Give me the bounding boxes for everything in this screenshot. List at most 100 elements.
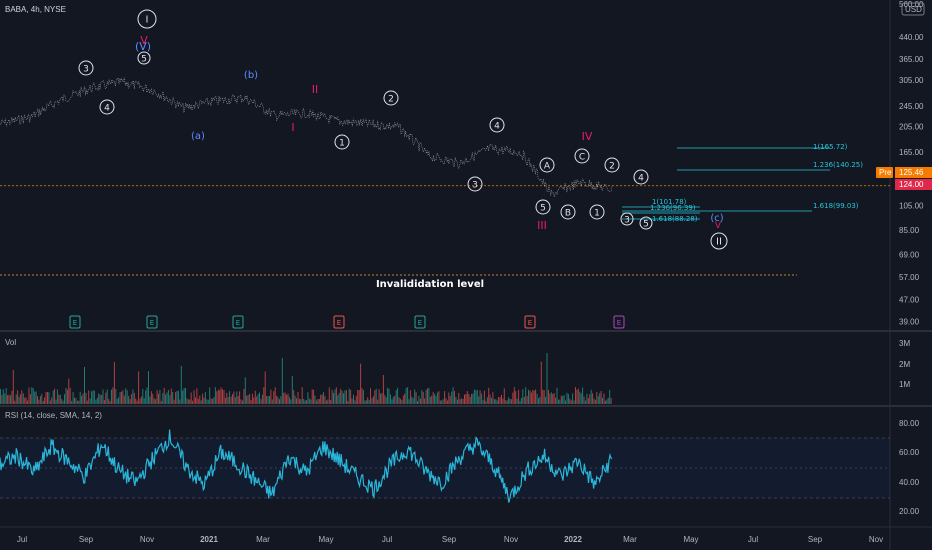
volume-bar: [502, 398, 504, 404]
volume-bar: [513, 387, 515, 404]
volume-bar: [192, 400, 194, 404]
rsi-tick-label: 80.00: [899, 419, 920, 428]
volume-bar: [536, 393, 538, 404]
wave-circle: [589, 204, 605, 220]
price-tick-label: 39.00: [899, 318, 920, 327]
volume-bar: [516, 398, 518, 404]
volume-bar: [523, 397, 525, 404]
volume-bar: [32, 388, 34, 404]
volume-bar: [409, 390, 411, 404]
volume-bar: [602, 397, 603, 404]
volume-bar: [529, 390, 531, 404]
volume-bar: [350, 389, 352, 404]
volume-bar: [466, 391, 468, 404]
volume-bar: [498, 397, 500, 404]
volume-bar: [307, 392, 309, 404]
rsi-series: [0, 429, 613, 503]
volume-bar: [367, 397, 369, 404]
volume-bar: [358, 390, 360, 404]
volume-bar: [186, 398, 188, 404]
volume-bar: [515, 391, 517, 404]
blue-wave-label: (V): [135, 40, 151, 53]
time-tick-label: May: [318, 535, 333, 544]
volume-bar: [96, 397, 98, 404]
volume-bar: [348, 388, 350, 404]
volume-bar: [522, 389, 524, 404]
volume-bar: [15, 394, 17, 404]
volume-bar: [520, 398, 522, 404]
wave-circle: [620, 212, 634, 226]
volume-bar: [207, 399, 209, 404]
volume-bar: [190, 392, 192, 404]
volume-bar: [345, 390, 347, 404]
volume-bar: [82, 393, 84, 404]
volume-bar: [21, 390, 23, 404]
wave-label: 5: [540, 204, 546, 214]
volume-bar: [300, 399, 302, 404]
volume-bar: [158, 393, 159, 404]
volume-bar: [230, 396, 232, 404]
volume-bar: [47, 392, 48, 404]
volume-bar: [2, 389, 4, 404]
volume-bar: [408, 399, 410, 404]
wave-circle: [137, 51, 151, 65]
volume-bar: [512, 392, 514, 404]
volume-bar: [380, 393, 381, 404]
volume-tick-label: 1M: [899, 380, 910, 389]
volume-bar: [362, 389, 364, 404]
invalidation-label: Invalididation level: [376, 279, 484, 290]
volume-bar: [59, 395, 61, 404]
volume-bar: [115, 389, 117, 404]
volume-bar: [384, 395, 386, 404]
volume-bar: [395, 390, 397, 404]
earnings-marker: [613, 315, 625, 329]
volume-bar: [451, 391, 453, 404]
volume-bar: [145, 390, 147, 404]
volume-bar: [505, 400, 507, 404]
volume-bar: [552, 394, 554, 404]
volume-bar: [179, 399, 181, 404]
volume-bar: [603, 393, 605, 404]
red-wave-label: III: [537, 219, 547, 232]
volume-bar: [385, 397, 387, 404]
volume-bar: [212, 398, 214, 404]
price-tick-label: 440.00: [899, 33, 924, 42]
volume-bar: [227, 397, 229, 404]
volume-bar: [526, 396, 528, 404]
volume-bar: [232, 394, 233, 404]
volume-bar: [557, 399, 559, 404]
volume-bar: [548, 390, 549, 404]
volume-bar: [51, 397, 53, 404]
volume-bar: [7, 395, 9, 404]
volume-bar: [5, 388, 7, 404]
volume-bar: [459, 399, 461, 404]
volume-bar: [139, 398, 141, 404]
volume-bar: [485, 400, 487, 404]
volume-bar: [518, 389, 520, 404]
volume-bar: [438, 391, 440, 404]
volume-bar: [86, 400, 88, 404]
volume-bar: [481, 393, 483, 404]
wave-label: I: [146, 15, 149, 26]
volume-bar: [123, 395, 125, 404]
volume-bar: [324, 396, 326, 404]
volume-bar: [374, 390, 376, 404]
last-close-label: 124.00: [899, 180, 924, 189]
volume-bar: [599, 393, 601, 404]
volume-bar: [169, 395, 171, 404]
wave-circle: [137, 9, 157, 29]
volume-bar: [607, 397, 609, 404]
volume-bar: [483, 390, 485, 404]
red-wave-label: II: [312, 83, 319, 96]
volume-bar: [357, 390, 359, 404]
volume-bar: [176, 391, 178, 404]
volume-bar: [88, 390, 90, 404]
volume-bar: [596, 391, 598, 404]
earnings-marker-label: E: [418, 319, 422, 327]
volume-bar: [549, 393, 551, 404]
volume-bar: [364, 400, 366, 404]
volume-bar: [78, 400, 80, 404]
volume-bar: [130, 394, 132, 404]
volume-bar: [281, 358, 283, 404]
